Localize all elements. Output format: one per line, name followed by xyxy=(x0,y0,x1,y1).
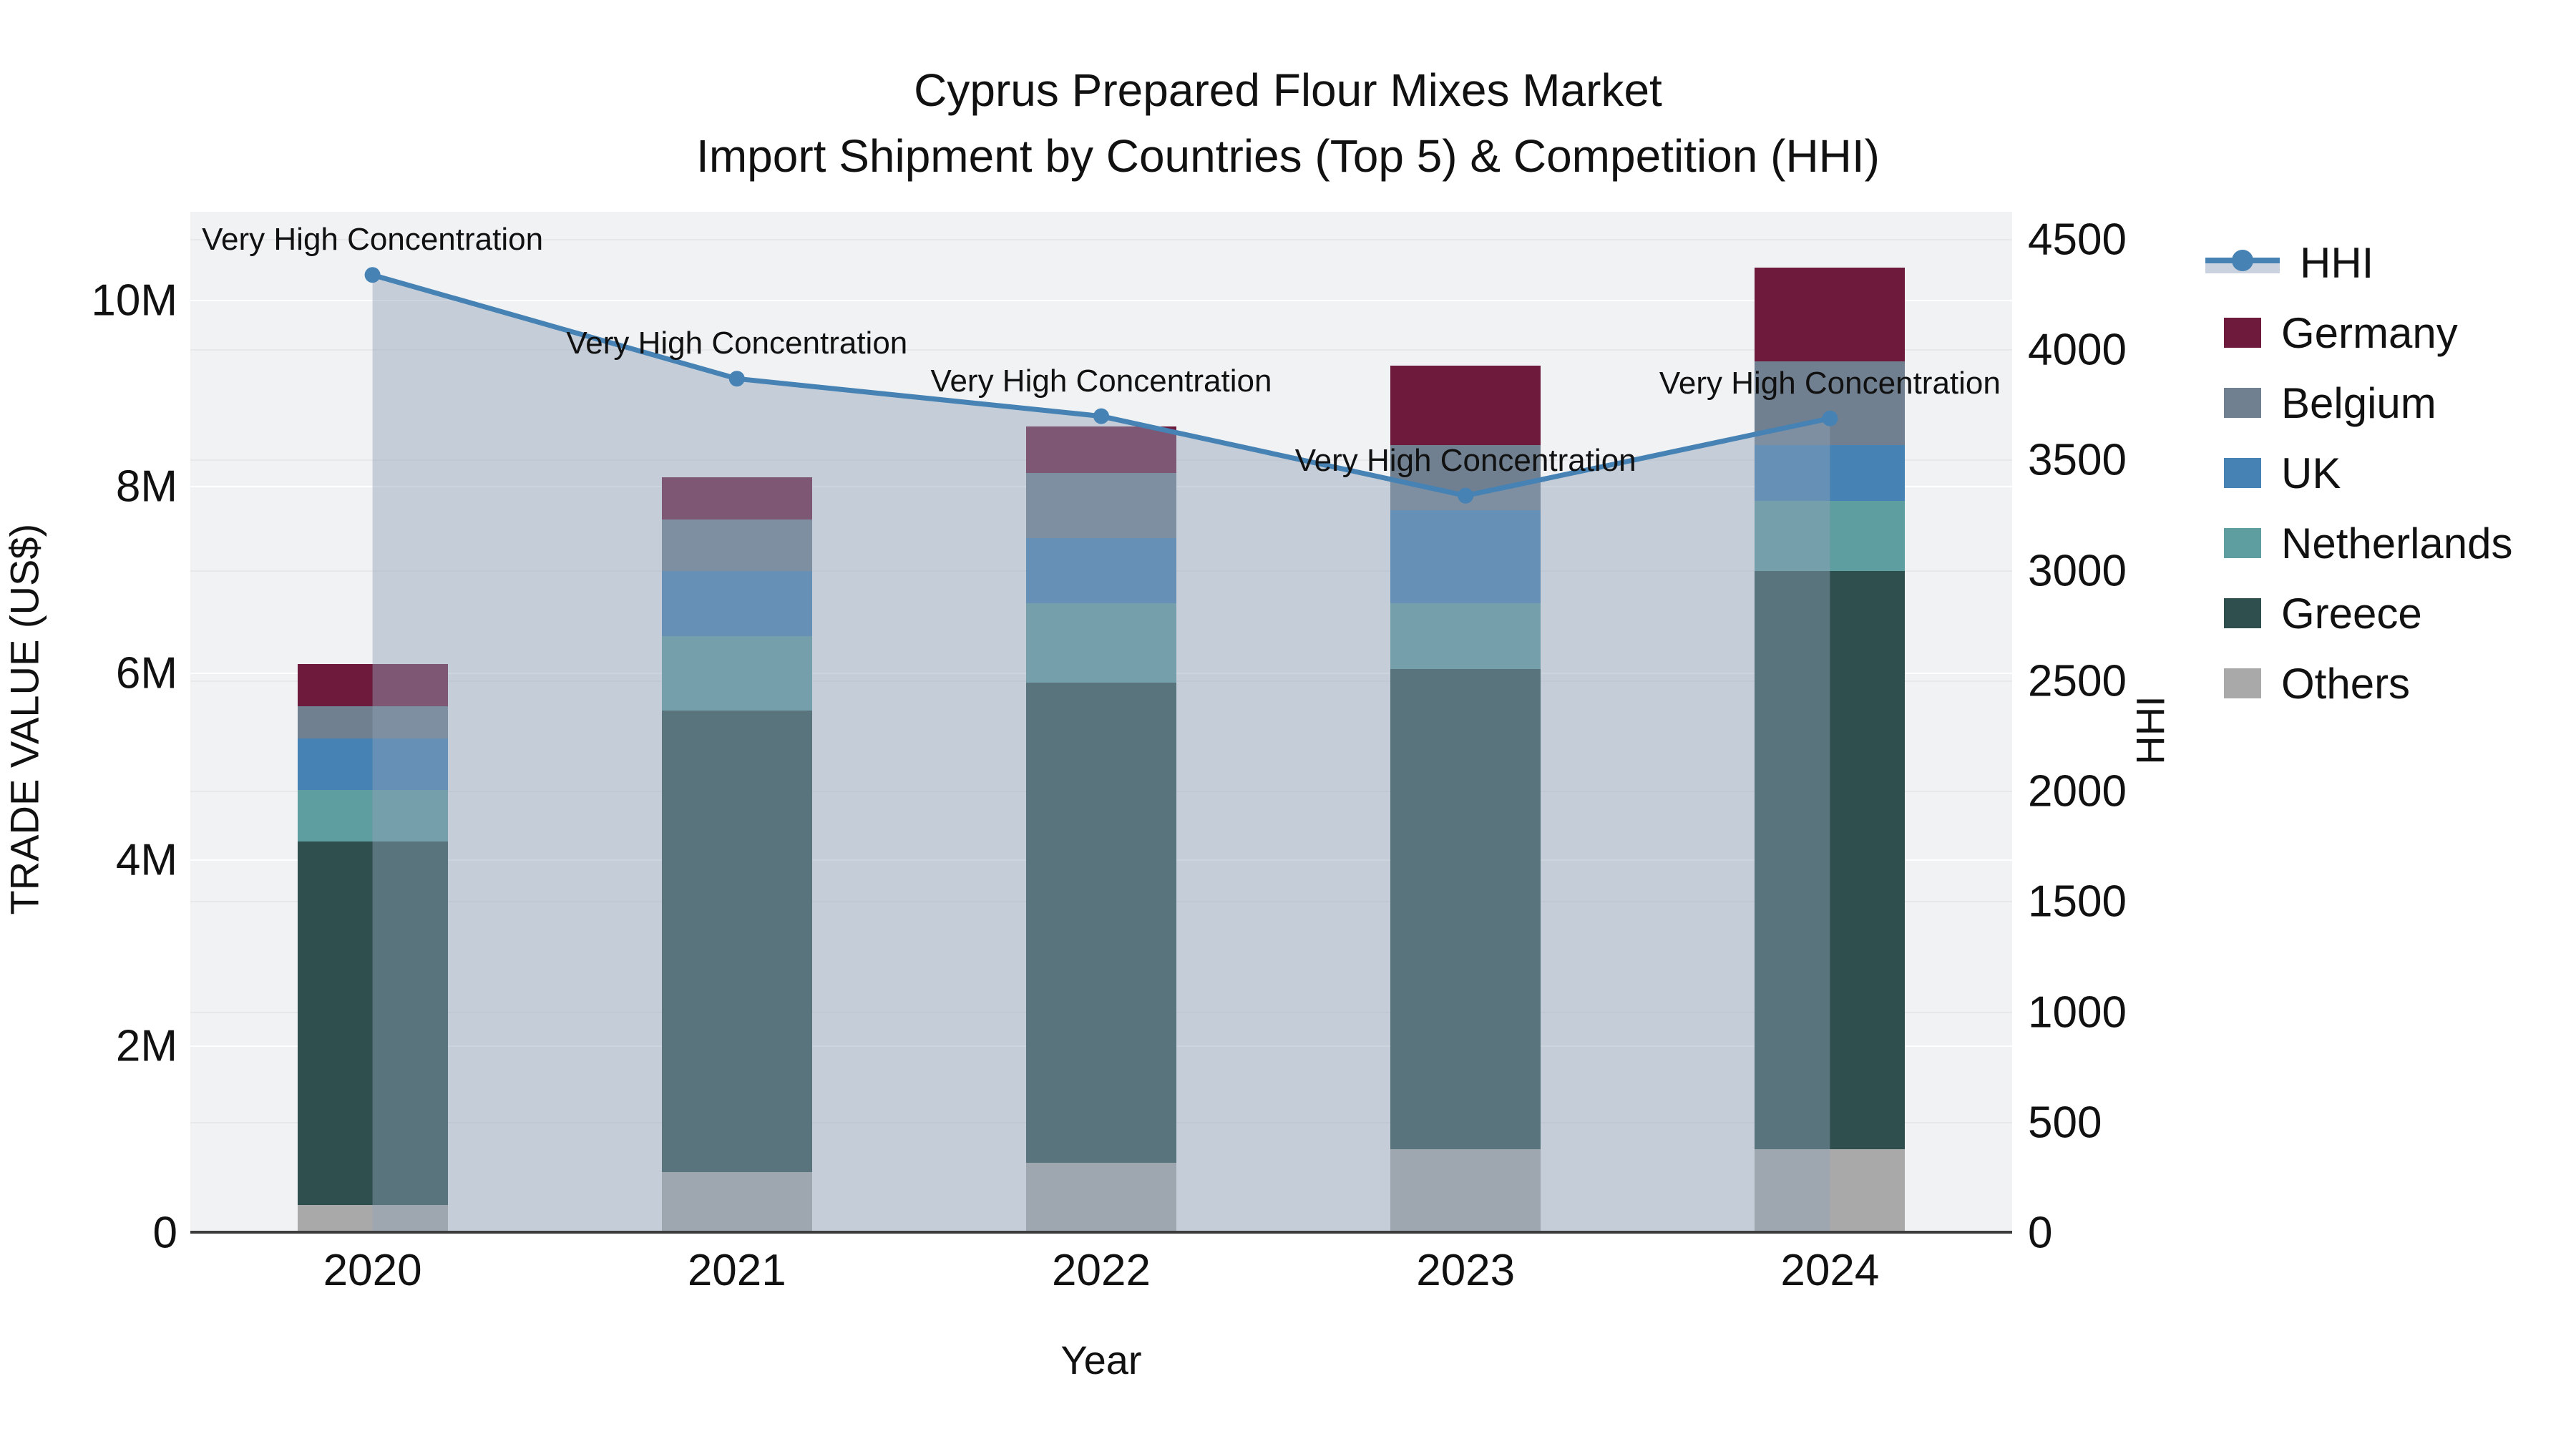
legend-hhi-line-icon xyxy=(2205,248,2280,278)
hhi-marker-2021[interactable] xyxy=(728,371,745,387)
bar-segment-uk-2021[interactable] xyxy=(661,570,812,636)
bar-segment-germany-2020[interactable] xyxy=(297,664,448,706)
y-left-tick-0: 0 xyxy=(152,1208,177,1258)
legend-item-germany[interactable]: Germany xyxy=(2202,298,2567,368)
annotation-2024: Very High Concentration xyxy=(1659,365,2001,401)
y-left-tick-10M: 10M xyxy=(91,275,177,326)
legend-item-netherlands[interactable]: Netherlands xyxy=(2202,508,2567,578)
bar-segment-uk-2022[interactable] xyxy=(1026,538,1176,604)
legend-swatch-germany xyxy=(2224,318,2261,348)
bar-segment-germany-2021[interactable] xyxy=(661,477,812,520)
hhi-marker-2020[interactable] xyxy=(364,267,381,283)
bar-segment-netherlands-2023[interactable] xyxy=(1390,603,1541,669)
y-axis-left-title: TRADE VALUE (US$) xyxy=(1,523,47,915)
legend: HHI Germany Belgium UK Netherlands Greece Othe… xyxy=(2202,228,2567,718)
legend-item-others[interactable]: Others xyxy=(2202,648,2567,718)
hhi-marker-2024[interactable] xyxy=(1822,410,1838,426)
y-axis-right-title: HHI xyxy=(2127,696,2173,765)
bar-segment-others-2023[interactable] xyxy=(1390,1148,1541,1233)
legend-label-netherlands: Netherlands xyxy=(2281,519,2513,567)
bar-segment-uk-2024[interactable] xyxy=(1755,444,1906,501)
y-right-tick-4500: 4500 xyxy=(2028,215,2127,265)
x-tick-2024: 2024 xyxy=(1780,1246,1880,1295)
x-axis-title: Year xyxy=(1060,1337,1142,1382)
legend-swatch-others xyxy=(2224,668,2261,698)
bar-segment-uk-2023[interactable] xyxy=(1390,510,1541,604)
gridline-trade-10000000 xyxy=(190,299,2012,301)
y-left-tick-2M: 2M xyxy=(115,1021,177,1071)
y-right-tick-4000: 4000 xyxy=(2028,325,2127,375)
legend-label-hhi: HHI xyxy=(2300,238,2374,287)
hhi-area-fill xyxy=(372,275,1830,1233)
x-tick-2021: 2021 xyxy=(687,1246,786,1295)
chart-title-line1: Cyprus Prepared Flour Mixes Market xyxy=(914,64,1662,116)
bar-segment-greece-2020[interactable] xyxy=(297,841,448,1205)
y-left-tick-6M: 6M xyxy=(115,648,177,698)
hhi-marker-2022[interactable] xyxy=(1093,408,1109,424)
legend-item-uk[interactable]: UK xyxy=(2202,438,2567,508)
legend-swatch-netherlands xyxy=(2224,528,2261,558)
hhi-marker-2023[interactable] xyxy=(1458,487,1474,504)
annotation-2020: Very High Concentration xyxy=(202,222,544,258)
y-right-tick-0: 0 xyxy=(2028,1208,2053,1258)
y-right-tick-2500: 2500 xyxy=(2028,656,2127,706)
bar-segment-belgium-2022[interactable] xyxy=(1026,472,1176,539)
y-right-tick-2000: 2000 xyxy=(2028,766,2127,816)
bar-segment-others-2022[interactable] xyxy=(1026,1163,1176,1233)
x-tick-2020: 2020 xyxy=(323,1246,422,1295)
chart-title: Cyprus Prepared Flour Mixes Market Impor… xyxy=(0,57,2576,189)
hhi-overlay xyxy=(364,267,1838,1233)
y-right-tick-500: 500 xyxy=(2028,1098,2102,1148)
bar-segment-netherlands-2022[interactable] xyxy=(1026,603,1176,683)
bar-segment-belgium-2021[interactable] xyxy=(661,519,812,571)
legend-label-uk: UK xyxy=(2281,449,2341,497)
y-left-tick-8M: 8M xyxy=(115,462,177,512)
bar-segment-germany-2022[interactable] xyxy=(1026,426,1176,473)
gridline-hhi-4500 xyxy=(190,238,2012,240)
gridline-hhi-4000 xyxy=(190,349,2012,351)
annotation-2022: Very High Concentration xyxy=(930,363,1272,399)
plot-area: Very High Concentration Very High Concent… xyxy=(190,212,2012,1233)
legend-item-belgium[interactable]: Belgium xyxy=(2202,368,2567,438)
legend-label-belgium: Belgium xyxy=(2281,379,2436,427)
bar-segment-netherlands-2021[interactable] xyxy=(661,635,812,711)
y-right-tick-3500: 3500 xyxy=(2028,435,2127,485)
legend-swatch-belgium xyxy=(2224,388,2261,418)
bar-segment-others-2021[interactable] xyxy=(661,1172,812,1233)
legend-item-hhi[interactable]: HHI xyxy=(2202,228,2567,298)
bar-segment-others-2020[interactable] xyxy=(297,1204,448,1233)
bar-segment-greece-2024[interactable] xyxy=(1755,570,1906,1149)
bar-segment-netherlands-2024[interactable] xyxy=(1755,500,1906,571)
bar-segment-germany-2024[interactable] xyxy=(1755,268,1906,361)
bar-segment-netherlands-2020[interactable] xyxy=(297,789,448,841)
bar-segment-others-2024[interactable] xyxy=(1755,1148,1906,1233)
chart-title-line2: Import Shipment by Countries (Top 5) & C… xyxy=(696,130,1880,182)
x-tick-2023: 2023 xyxy=(1416,1246,1516,1295)
legend-label-others: Others xyxy=(2281,659,2411,708)
legend-label-germany: Germany xyxy=(2281,308,2458,357)
bar-segment-greece-2023[interactable] xyxy=(1390,668,1541,1149)
bar-segment-germany-2023[interactable] xyxy=(1390,366,1541,445)
annotation-2023: Very High Concentration xyxy=(1294,442,1636,478)
bar-segment-belgium-2020[interactable] xyxy=(297,706,448,739)
y-right-tick-1000: 1000 xyxy=(2028,987,2127,1038)
y-left-tick-4M: 4M xyxy=(115,835,177,885)
legend-swatch-uk xyxy=(2224,458,2261,488)
x-tick-2022: 2022 xyxy=(1052,1246,1151,1295)
bar-segment-uk-2020[interactable] xyxy=(297,738,448,790)
legend-item-greece[interactable]: Greece xyxy=(2202,578,2567,648)
legend-swatch-greece xyxy=(2224,598,2261,628)
y-right-tick-3000: 3000 xyxy=(2028,546,2127,596)
legend-hhi-marker-dot xyxy=(2232,250,2253,271)
annotation-2021: Very High Concentration xyxy=(566,326,908,361)
y-right-tick-1500: 1500 xyxy=(2028,877,2127,927)
bar-segment-greece-2022[interactable] xyxy=(1026,683,1176,1163)
bar-segment-greece-2021[interactable] xyxy=(661,711,812,1173)
legend-label-greece: Greece xyxy=(2281,589,2422,638)
x-axis-line xyxy=(190,1231,2012,1234)
